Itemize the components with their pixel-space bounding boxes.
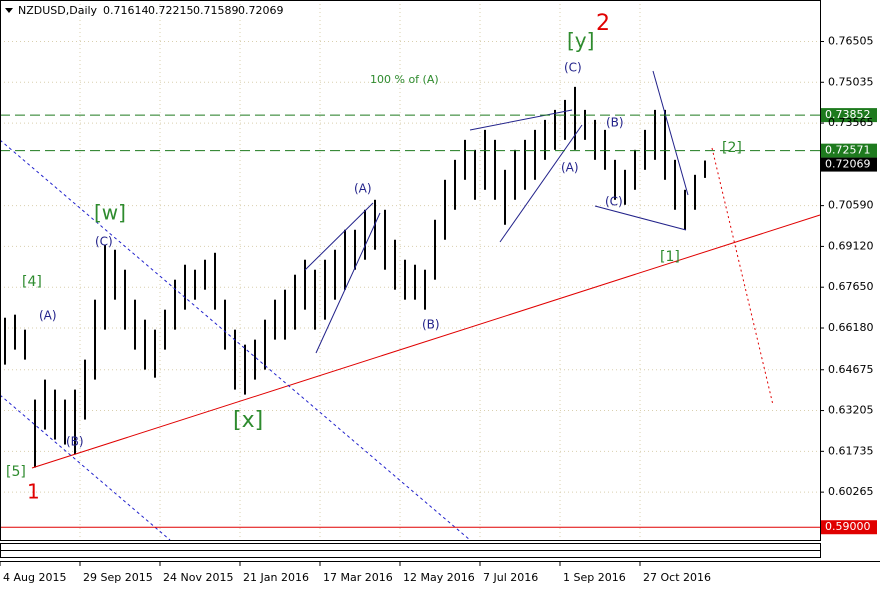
annotation: (A) [39, 309, 57, 323]
annotation: (B) [66, 435, 84, 449]
y-tick-label: 0.67650 [828, 280, 874, 293]
y-tick-label: 0.70590 [828, 199, 874, 212]
open: 0.71614 [103, 4, 149, 17]
level-label: 0.73852 [825, 108, 871, 121]
y-tick-label: 0.61735 [828, 444, 874, 457]
annotation: (B) [422, 318, 440, 332]
annotation: (A) [354, 182, 372, 196]
x-tick-label: 4 Aug 2015 [3, 571, 66, 584]
annotation: [w] [94, 201, 126, 225]
x-tick-label: 1 Sep 2016 [563, 571, 626, 584]
level-label: 0.59000 [825, 520, 871, 533]
wedge-line [315, 212, 381, 354]
x-tick-label: 29 Sep 2015 [83, 571, 153, 584]
x-tick-label: 24 Nov 2015 [163, 571, 233, 584]
annotation: [1] [660, 249, 680, 265]
level-box [821, 157, 877, 172]
annotation: (C) [95, 235, 113, 249]
y-tick-label: 0.76505 [828, 34, 874, 47]
symbol: NZDUSD,Daily [18, 4, 98, 17]
y-tick-label: 0.64675 [828, 363, 874, 376]
wedge-line [594, 205, 687, 231]
x-tick-label: 12 May 2016 [403, 571, 475, 584]
level-label: 0.72069 [825, 158, 871, 171]
annotation: (B) [606, 116, 624, 130]
annotation: (A) [561, 161, 579, 175]
projection-line [711, 147, 774, 406]
channel-line [0, 394, 171, 541]
y-tick-label: 0.75035 [828, 75, 874, 88]
high: 0.72215 [148, 4, 194, 17]
x-tick-label: 17 Mar 2016 [323, 571, 393, 584]
y-tick-label: 0.73565 [828, 116, 874, 129]
low: 0.71589 [193, 4, 239, 17]
annotation: (C) [564, 61, 582, 75]
annotation: [4] [22, 274, 42, 290]
annotation: [y] [567, 29, 594, 53]
x-tick-label: 27 Oct 2016 [643, 571, 711, 584]
x-tick-label: 7 Jul 2016 [483, 571, 538, 584]
annotation: 100 % of (A) [370, 73, 439, 86]
grid [0, 0, 820, 540]
x-axis: 4 Aug 2015 29 Sep 2015 24 Nov 2015 21 Jan 2… [0, 561, 711, 584]
annotation: 1 [27, 480, 40, 504]
y-axis: 0.76505 0.75035 0.73565 0.70590 0.69120 0.676… [820, 34, 874, 498]
level-label: 0.72571 [825, 144, 871, 157]
level-box [821, 520, 877, 535]
x-tick-label: 21 Jan 2016 [243, 571, 309, 584]
channel-line [0, 139, 471, 541]
y-tick-label: 0.69120 [828, 239, 874, 252]
trend-line [31, 214, 821, 469]
annotation: 2 [596, 11, 610, 36]
wedge-line [652, 70, 689, 196]
bars [4, 86, 706, 468]
wedge-line [499, 124, 583, 243]
wedge-line [469, 109, 573, 131]
annotation: (C) [605, 195, 623, 209]
level-box [821, 143, 877, 158]
y-tick-label: 0.66180 [828, 321, 874, 334]
close: 0.72069 [238, 4, 284, 17]
wedge-line [304, 202, 374, 271]
y-tick-label: 0.60265 [828, 485, 874, 498]
plot-frame [0, 0, 821, 541]
menu-arrow[interactable] [5, 8, 13, 13]
annotation: [2] [722, 140, 742, 156]
annotation: [x] [233, 408, 263, 433]
annotation: [5] [6, 464, 26, 480]
y-tick-label: 0.63205 [828, 404, 874, 417]
level-box [821, 108, 877, 123]
